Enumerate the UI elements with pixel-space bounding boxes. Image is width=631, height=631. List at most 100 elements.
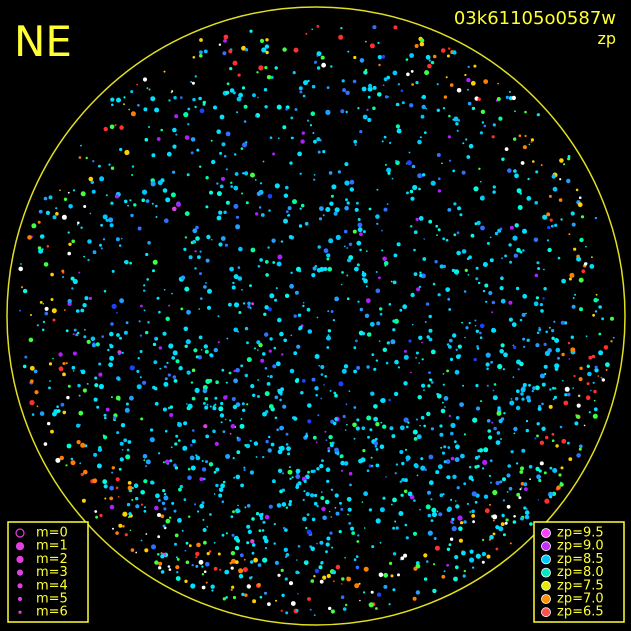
star [199,54,203,58]
star [264,105,268,109]
zeropoint-symbol [541,528,551,538]
star [83,335,87,339]
star [94,376,98,380]
star [340,27,343,30]
star [558,198,563,202]
star [397,83,401,86]
star [24,355,28,359]
star [95,515,98,519]
star [545,435,549,440]
star [509,225,514,230]
star [603,345,609,350]
star [488,538,492,541]
star [412,184,418,191]
star [272,261,276,264]
star [535,466,540,472]
star [175,359,180,364]
star [549,495,553,499]
star [192,429,195,432]
star [194,267,197,270]
star [533,301,539,307]
star [400,556,405,561]
star [290,136,294,140]
star [299,207,302,210]
star [522,337,526,341]
star [476,220,481,225]
star [334,207,340,213]
image-subtitle: zp [597,29,616,48]
star [269,337,273,341]
star [178,487,182,492]
star [578,394,581,397]
star [512,235,518,241]
star [571,222,576,227]
star [168,568,172,571]
star [332,319,335,322]
star [123,103,125,106]
star [320,55,325,60]
star [355,565,360,570]
star [139,334,142,337]
star [489,503,491,506]
star [464,73,467,77]
star [593,407,598,412]
star [143,309,146,312]
star [392,526,395,530]
magnitude-symbol [17,583,23,589]
star [244,593,248,597]
star [490,481,492,484]
star [475,266,479,270]
star [348,471,353,476]
star [347,50,350,53]
star [389,561,393,566]
star [355,426,360,431]
star [249,470,254,475]
star [244,373,248,378]
star [307,470,310,474]
star [139,376,142,379]
star [162,524,166,528]
star [243,468,246,472]
star [128,512,132,516]
star [481,560,485,564]
star [164,377,168,381]
star [359,58,365,63]
star [498,419,503,424]
star [91,343,96,348]
star [260,213,265,217]
star [282,526,286,530]
star [195,556,198,559]
star [356,240,362,246]
star [419,508,421,511]
star [246,357,252,363]
star [236,96,242,102]
star [288,466,291,469]
star [409,189,414,194]
star [418,216,424,221]
star [462,384,465,387]
star [462,142,465,145]
star [200,297,203,300]
star [292,199,297,205]
star [136,384,142,390]
star [38,248,44,254]
star [379,541,382,544]
star [273,346,277,350]
star [362,449,366,453]
star [454,555,459,560]
star [513,169,517,173]
star [557,356,560,360]
star [369,428,373,432]
magnitude-label: m=5 [36,592,68,607]
star [580,215,585,219]
star [363,527,366,529]
star [357,227,363,233]
star [594,365,598,369]
magnitude-label: m=6 [36,605,68,620]
star [184,236,188,239]
star [238,311,242,314]
star [338,381,344,387]
star [403,553,408,558]
star [557,256,561,260]
star [183,326,189,332]
